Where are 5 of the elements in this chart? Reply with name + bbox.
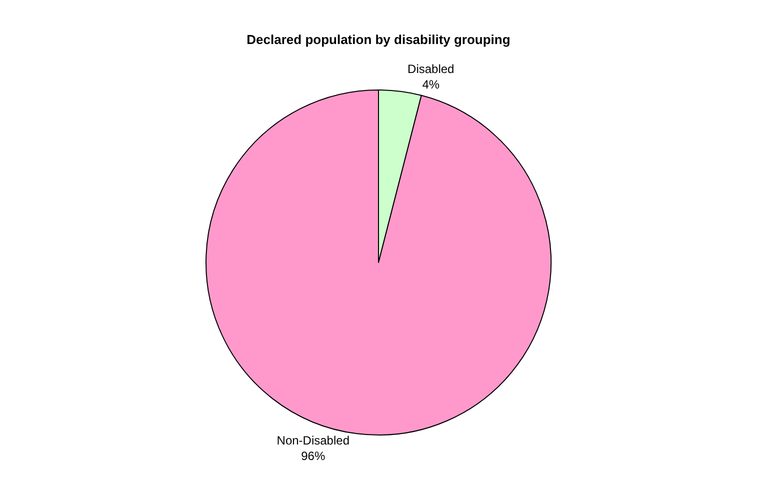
data-label: 4% bbox=[422, 78, 440, 92]
chart-title: Declared population by disability grouping bbox=[246, 32, 510, 47]
slice-label: Disabled bbox=[408, 62, 454, 76]
slice-label: Non-Disabled bbox=[276, 433, 350, 448]
data-label: 96% bbox=[301, 449, 326, 464]
